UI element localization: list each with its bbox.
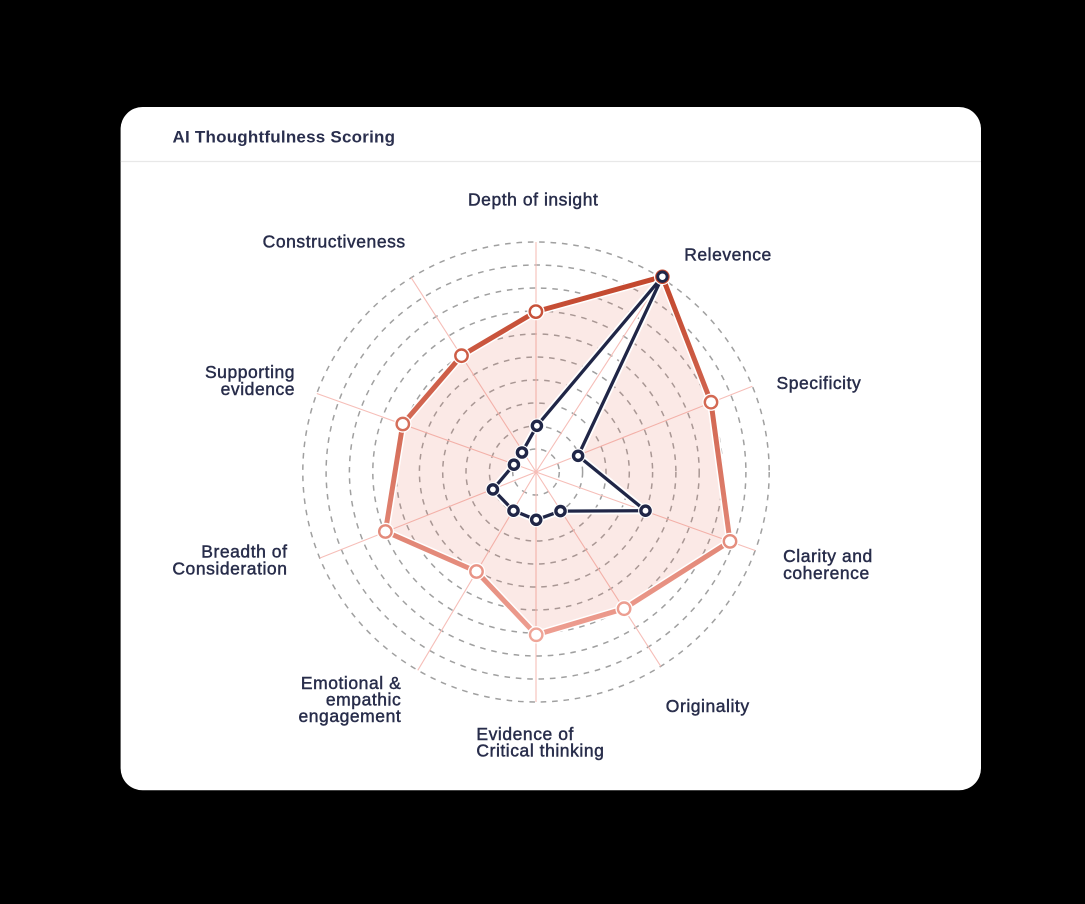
svg-text:engagement: engagement [298,706,401,726]
svg-text:Breadth of: Breadth of [201,541,287,561]
svg-text:Evidence of: Evidence of [476,724,574,744]
svg-text:evidence: evidence [221,379,295,399]
svg-text:coherence: coherence [783,563,870,583]
svg-text:AI Thoughtfulness Scoring: AI Thoughtfulness Scoring [173,127,396,146]
svg-text:Constructiveness: Constructiveness [263,232,406,252]
svg-text:Specificity: Specificity [777,373,862,393]
svg-text:Emotional &: Emotional & [301,673,401,693]
svg-text:Consideration: Consideration [172,559,287,579]
svg-text:Relevence: Relevence [684,245,772,265]
svg-text:Clarity and: Clarity and [783,546,873,566]
svg-text:Depth of insight: Depth of insight [468,190,598,210]
svg-text:Supporting: Supporting [205,362,295,382]
svg-text:Critical thinking: Critical thinking [476,741,604,761]
svg-text:empathic: empathic [326,690,401,710]
svg-text:Originality: Originality [666,696,750,716]
